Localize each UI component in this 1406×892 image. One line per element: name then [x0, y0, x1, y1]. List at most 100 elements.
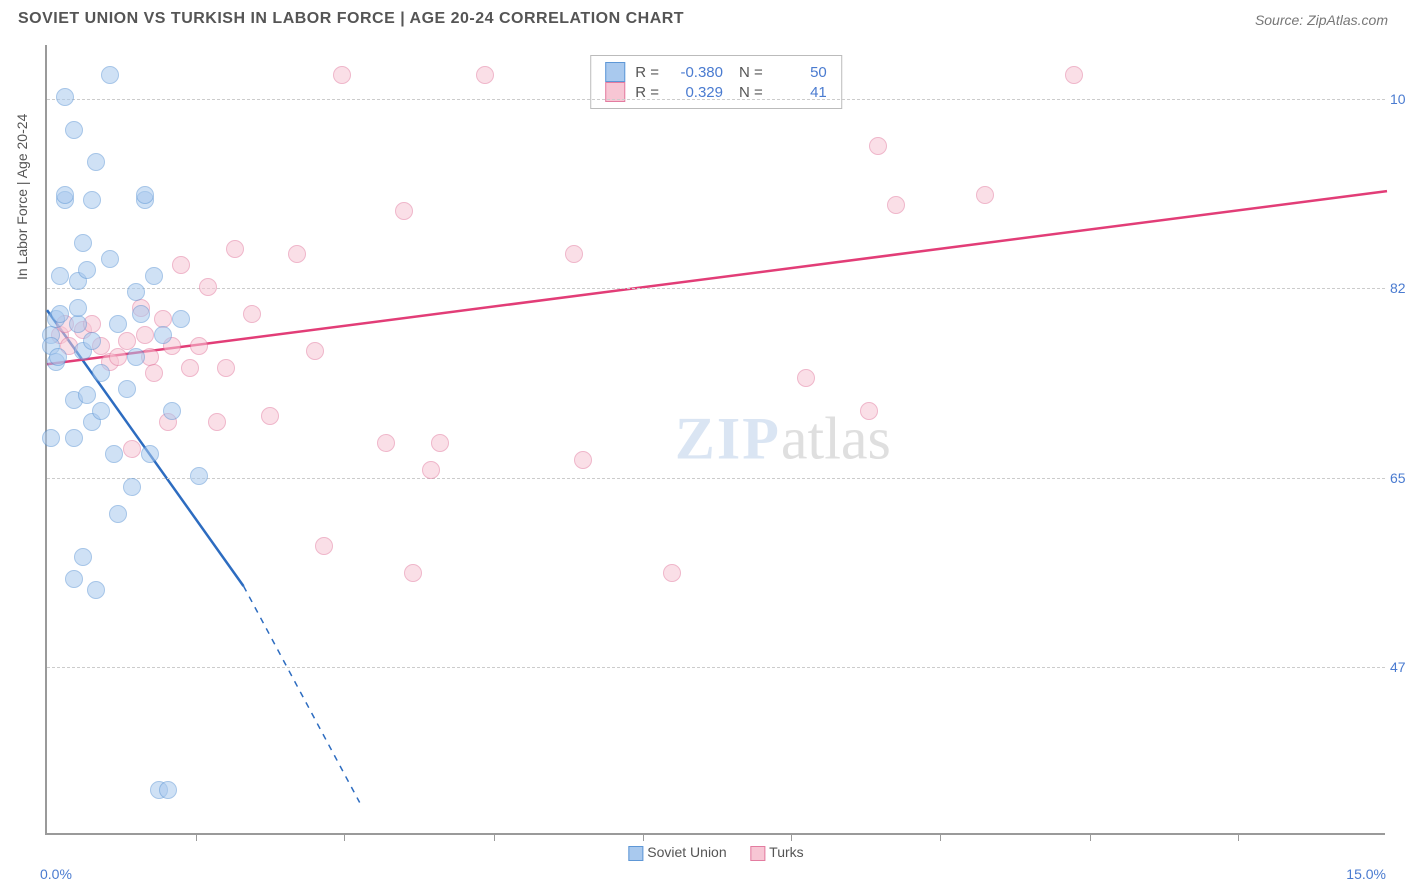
data-point — [101, 66, 119, 84]
legend-label-soviet: Soviet Union — [647, 844, 726, 860]
data-point — [574, 451, 592, 469]
data-point — [422, 461, 440, 479]
data-point — [74, 234, 92, 252]
data-point — [109, 315, 127, 333]
data-point — [190, 467, 208, 485]
data-point — [105, 445, 123, 463]
data-point — [49, 348, 67, 366]
y-tick-label: 100.0% — [1390, 91, 1406, 107]
data-point — [56, 88, 74, 106]
data-point — [78, 261, 96, 279]
y-tick-label: 82.5% — [1390, 280, 1406, 296]
r-value-turks: 0.329 — [665, 84, 723, 101]
data-point — [69, 315, 87, 333]
x-axis-min: 0.0% — [40, 866, 72, 882]
r-value-soviet: -0.380 — [665, 64, 723, 81]
trend-lines — [47, 45, 1387, 835]
data-point — [118, 380, 136, 398]
data-point — [476, 66, 494, 84]
data-point — [404, 564, 422, 582]
data-point — [136, 326, 154, 344]
data-point — [199, 278, 217, 296]
x-tick — [1238, 833, 1239, 841]
data-point — [288, 245, 306, 263]
data-point — [860, 402, 878, 420]
data-point — [101, 250, 119, 268]
data-point — [109, 505, 127, 523]
data-point — [132, 305, 150, 323]
x-tick — [494, 833, 495, 841]
swatch-soviet — [605, 62, 625, 82]
data-point — [141, 445, 159, 463]
gridline-h — [47, 478, 1385, 479]
swatch-soviet-bottom — [628, 846, 643, 861]
n-value-turks: 41 — [769, 84, 827, 101]
swatch-turks-bottom — [751, 846, 766, 861]
gridline-h — [47, 667, 1385, 668]
data-point — [306, 342, 324, 360]
data-point — [181, 359, 199, 377]
data-point — [118, 332, 136, 350]
n-value-soviet: 50 — [769, 64, 827, 81]
data-point — [565, 245, 583, 263]
data-point — [42, 429, 60, 447]
data-point — [154, 326, 172, 344]
data-point — [69, 299, 87, 317]
x-tick — [791, 833, 792, 841]
x-tick — [643, 833, 644, 841]
data-point — [92, 364, 110, 382]
x-tick — [196, 833, 197, 841]
data-point — [127, 348, 145, 366]
data-point — [261, 407, 279, 425]
data-point — [127, 283, 145, 301]
data-point — [136, 186, 154, 204]
scatter-chart: ZIPatlas R = -0.380 N = 50 R = 0.329 N =… — [45, 45, 1385, 835]
x-tick — [940, 833, 941, 841]
data-point — [377, 434, 395, 452]
data-point — [51, 267, 69, 285]
y-tick-label: 47.5% — [1390, 659, 1406, 675]
data-point — [78, 386, 96, 404]
data-point — [83, 332, 101, 350]
data-point — [56, 186, 74, 204]
data-point — [172, 256, 190, 274]
x-tick — [1090, 833, 1091, 841]
x-tick — [344, 833, 345, 841]
gridline-h — [47, 288, 1385, 289]
chart-title: SOVIET UNION VS TURKISH IN LABOR FORCE |… — [18, 10, 684, 27]
data-point — [217, 359, 235, 377]
source-label: Source: ZipAtlas.com — [1255, 12, 1388, 28]
series-legend: Soviet Union Turks — [628, 844, 803, 861]
data-point — [109, 348, 127, 366]
data-point — [87, 153, 105, 171]
data-point — [92, 402, 110, 420]
data-point — [65, 429, 83, 447]
data-point — [145, 267, 163, 285]
data-point — [87, 581, 105, 599]
data-point — [395, 202, 413, 220]
data-point — [663, 564, 681, 582]
data-point — [65, 121, 83, 139]
legend-row-soviet: R = -0.380 N = 50 — [605, 62, 827, 82]
data-point — [190, 337, 208, 355]
x-axis-max: 15.0% — [1346, 866, 1386, 882]
y-tick-label: 65.0% — [1390, 470, 1406, 486]
y-axis-label: In Labor Force | Age 20-24 — [14, 114, 30, 280]
data-point — [123, 440, 141, 458]
data-point — [74, 548, 92, 566]
data-point — [431, 434, 449, 452]
data-point — [887, 196, 905, 214]
data-point — [869, 137, 887, 155]
data-point — [163, 402, 181, 420]
data-point — [315, 537, 333, 555]
data-point — [1065, 66, 1083, 84]
correlation-legend: R = -0.380 N = 50 R = 0.329 N = 41 — [590, 55, 842, 109]
data-point — [333, 66, 351, 84]
data-point — [172, 310, 190, 328]
data-point — [145, 364, 163, 382]
data-point — [83, 191, 101, 209]
legend-label-turks: Turks — [769, 844, 803, 860]
data-point — [65, 570, 83, 588]
data-point — [159, 781, 177, 799]
data-point — [243, 305, 261, 323]
